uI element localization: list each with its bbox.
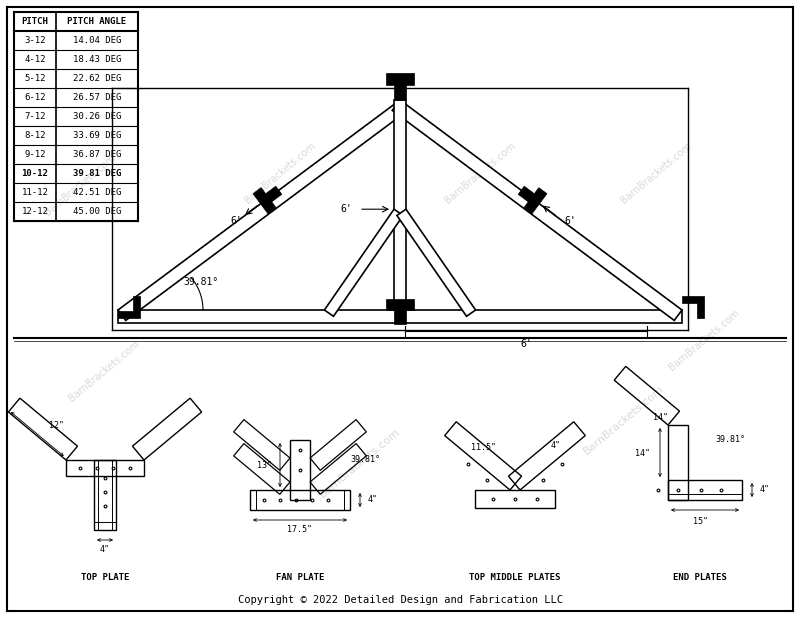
Text: 4-12: 4-12 — [24, 55, 46, 64]
Text: 4": 4" — [760, 486, 770, 494]
Text: 4": 4" — [368, 496, 378, 504]
Text: 6-12: 6-12 — [24, 93, 46, 102]
Polygon shape — [118, 100, 408, 320]
Text: 42.51 DEG: 42.51 DEG — [73, 188, 121, 197]
Text: 39.81°: 39.81° — [183, 277, 218, 287]
Polygon shape — [394, 100, 406, 310]
Text: 12": 12" — [50, 420, 65, 430]
Polygon shape — [518, 186, 547, 214]
Polygon shape — [397, 210, 475, 316]
Text: 4": 4" — [550, 441, 561, 449]
Text: 7-12: 7-12 — [24, 112, 46, 121]
Text: FAN PLATE: FAN PLATE — [276, 574, 324, 583]
Text: PITCH: PITCH — [22, 17, 49, 26]
Text: BarnBrackets.com: BarnBrackets.com — [442, 141, 518, 205]
Text: BarnBrackets.com: BarnBrackets.com — [66, 339, 142, 403]
Text: 14": 14" — [635, 449, 650, 457]
Text: TOP PLATE: TOP PLATE — [81, 574, 129, 583]
Text: 36.87 DEG: 36.87 DEG — [73, 150, 121, 159]
Text: 14.04 DEG: 14.04 DEG — [73, 36, 121, 45]
Text: END PLATES: END PLATES — [673, 574, 727, 583]
Text: 11-12: 11-12 — [22, 188, 49, 197]
Text: 45.00 DEG: 45.00 DEG — [73, 207, 121, 216]
Text: 9-12: 9-12 — [24, 150, 46, 159]
Text: 39.81°: 39.81° — [715, 436, 745, 444]
Text: 3-12: 3-12 — [24, 36, 46, 45]
Text: 33.69 DEG: 33.69 DEG — [73, 131, 121, 140]
Polygon shape — [118, 296, 140, 318]
Text: Copyright © 2022 Detailed Design and Fabrication LLC: Copyright © 2022 Detailed Design and Fab… — [238, 595, 562, 605]
Text: BarnBrackets.com: BarnBrackets.com — [318, 427, 402, 500]
Text: 30.26 DEG: 30.26 DEG — [73, 112, 121, 121]
Text: 12-12: 12-12 — [22, 207, 49, 216]
Text: 14": 14" — [653, 412, 667, 421]
Polygon shape — [392, 100, 682, 320]
Text: 4": 4" — [100, 546, 110, 554]
Text: BarnBrackets.com: BarnBrackets.com — [42, 153, 118, 218]
Text: 10-12: 10-12 — [22, 169, 49, 178]
Text: BarnBrackets.com: BarnBrackets.com — [666, 308, 742, 372]
Polygon shape — [118, 310, 682, 323]
Text: 6': 6' — [230, 216, 242, 226]
Text: 13": 13" — [257, 460, 272, 470]
Text: 17.5": 17.5" — [287, 525, 313, 535]
Text: BarnBrackets.com: BarnBrackets.com — [618, 141, 694, 205]
Polygon shape — [325, 210, 403, 316]
Text: PITCH ANGLE: PITCH ANGLE — [67, 17, 126, 26]
Polygon shape — [386, 298, 414, 324]
Text: BarnBrackets.com: BarnBrackets.com — [242, 141, 318, 205]
Text: 11.5": 11.5" — [470, 444, 495, 452]
Text: 6': 6' — [565, 216, 576, 226]
Polygon shape — [682, 296, 705, 318]
Text: 39.81°: 39.81° — [350, 455, 380, 465]
Text: 26.57 DEG: 26.57 DEG — [73, 93, 121, 102]
Text: 18.43 DEG: 18.43 DEG — [73, 55, 121, 64]
Text: 6': 6' — [520, 339, 532, 349]
Text: 5-12: 5-12 — [24, 74, 46, 83]
Text: 22.62 DEG: 22.62 DEG — [73, 74, 121, 83]
Text: BarnBrackets.com: BarnBrackets.com — [582, 384, 666, 457]
Polygon shape — [253, 186, 282, 214]
Text: 15": 15" — [693, 517, 707, 527]
Text: TOP MIDDLE PLATES: TOP MIDDLE PLATES — [470, 574, 561, 583]
Text: 39.81 DEG: 39.81 DEG — [73, 169, 121, 178]
Text: 8-12: 8-12 — [24, 131, 46, 140]
Text: 6': 6' — [340, 204, 352, 214]
Polygon shape — [386, 74, 414, 100]
